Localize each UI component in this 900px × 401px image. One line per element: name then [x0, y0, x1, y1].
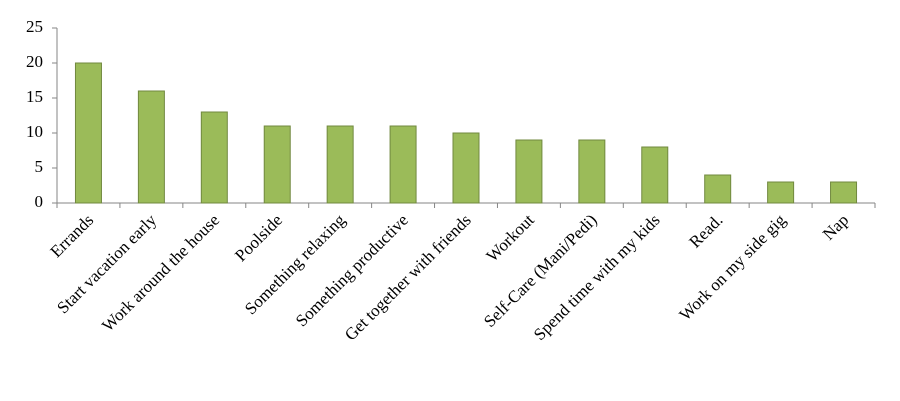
- bar: [137, 90, 165, 204]
- y-tick-label: 25: [26, 17, 43, 36]
- x-tick-label: Work around the house: [98, 210, 223, 335]
- y-tick-label: 20: [26, 52, 43, 71]
- bar: [578, 139, 606, 204]
- x-tick-label: Errands: [46, 210, 97, 261]
- y-tick-label: 0: [35, 192, 44, 211]
- bar: [704, 174, 732, 204]
- y-tick-label: 15: [26, 87, 43, 106]
- bar: [200, 111, 228, 204]
- x-tick-label: Self-Care (Mani/Pedi): [480, 210, 601, 331]
- y-tick-label: 10: [26, 122, 43, 141]
- bar: [74, 62, 102, 204]
- bar: [830, 181, 858, 204]
- bar: [263, 125, 291, 204]
- y-tick-label: 5: [35, 157, 44, 176]
- x-tick-label: Spend time with my kids: [530, 210, 664, 344]
- x-tick-label: Poolside: [231, 210, 286, 265]
- bar: [767, 181, 795, 204]
- x-tick-label: Get together with friends: [341, 210, 475, 344]
- x-tick-label: Workout: [483, 210, 538, 265]
- x-tick-label: Work on my side gig: [675, 210, 789, 324]
- x-tick-label: Read.: [685, 210, 726, 251]
- bar: [326, 125, 354, 204]
- bar: [452, 132, 480, 204]
- bar: [515, 139, 543, 204]
- bar: [641, 146, 669, 204]
- x-tick-label: Nap: [819, 210, 852, 243]
- bar: [389, 125, 417, 204]
- x-tick-label: Something productive: [292, 210, 412, 330]
